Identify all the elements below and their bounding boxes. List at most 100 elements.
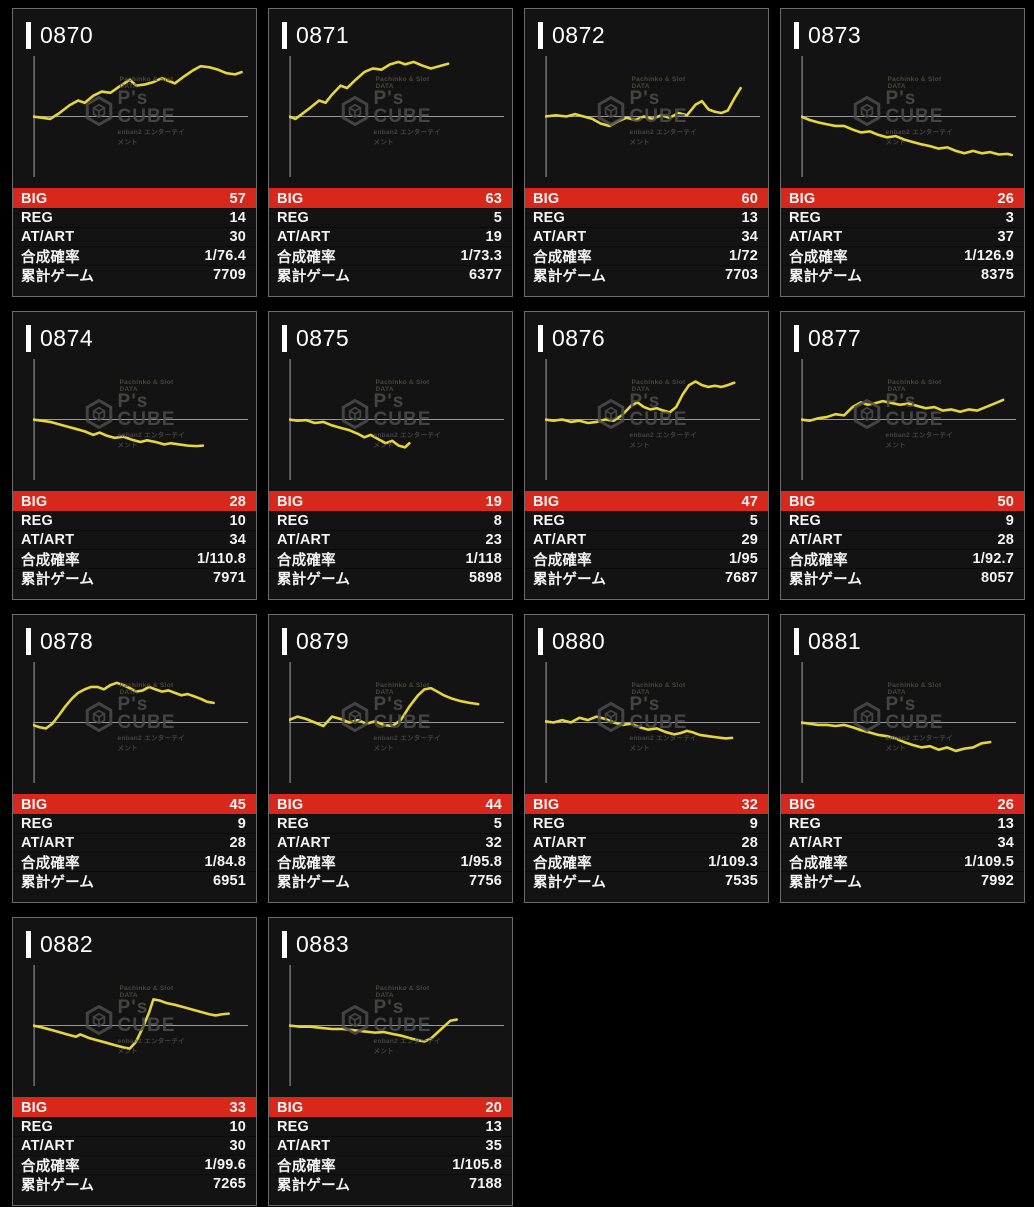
machine-card-header: 0880 bbox=[525, 615, 768, 655]
stat-row-combined-rate: 合成確率 1/109.5 bbox=[781, 852, 1024, 872]
slump-line bbox=[545, 88, 741, 126]
machine-card-header: 0871 bbox=[269, 9, 512, 49]
at-art-label: AT/ART bbox=[533, 532, 587, 548]
total-games-value: 8057 bbox=[980, 570, 1014, 586]
machine-stats: BIG 57 REG 14 AT/ART 30 合成確率 1/76.4 累計ゲー… bbox=[13, 188, 256, 285]
stat-row-at-art: AT/ART 19 bbox=[269, 227, 512, 246]
machine-card[interactable]: 0875 Pachinko & Slot DATA P's CUBE enban… bbox=[268, 311, 513, 600]
slump-line bbox=[289, 688, 478, 726]
at-art-label: AT/ART bbox=[533, 835, 587, 851]
reg-label: REG bbox=[789, 513, 822, 529]
stat-row-big: BIG 47 bbox=[525, 491, 768, 511]
stat-row-combined-rate: 合成確率 1/84.8 bbox=[13, 852, 256, 872]
big-label: BIG bbox=[277, 493, 304, 510]
machine-stats: BIG 28 REG 10 AT/ART 34 合成確率 1/110.8 累計ゲ… bbox=[13, 491, 256, 588]
header-accent-bar bbox=[26, 324, 31, 352]
combined-rate-label: 合成確率 bbox=[789, 552, 848, 569]
machine-card[interactable]: 0883 Pachinko & Slot DATA P's CUBE enban… bbox=[268, 917, 513, 1206]
slump-graph-svg bbox=[289, 662, 504, 783]
slump-line bbox=[545, 717, 732, 739]
machine-stats: BIG 63 REG 5 AT/ART 19 合成確率 1/73.3 累計ゲーム… bbox=[269, 188, 512, 285]
total-games-label: 累計ゲーム bbox=[533, 268, 607, 285]
machine-card[interactable]: 0873 Pachinko & Slot DATA P's CUBE enban… bbox=[780, 8, 1025, 297]
reg-count: 13 bbox=[997, 816, 1014, 832]
stat-row-reg: REG 9 bbox=[525, 814, 768, 833]
header-accent-bar bbox=[26, 627, 31, 655]
at-art-label: AT/ART bbox=[789, 835, 843, 851]
at-art-label: AT/ART bbox=[21, 532, 75, 548]
stat-row-total-games: 累計ゲーム 7992 bbox=[781, 871, 1024, 891]
stat-row-combined-rate: 合成確率 1/99.6 bbox=[13, 1155, 256, 1175]
total-games-label: 累計ゲーム bbox=[21, 571, 95, 588]
reg-count: 14 bbox=[229, 210, 246, 226]
big-label: BIG bbox=[21, 493, 48, 510]
machine-card-header: 0875 bbox=[269, 312, 512, 352]
slump-graph: Pachinko & Slot DATA P's CUBE enban2 エンタ… bbox=[545, 56, 760, 177]
slump-graph: Pachinko & Slot DATA P's CUBE enban2 エンタ… bbox=[289, 965, 504, 1086]
at-art-count: 34 bbox=[997, 835, 1014, 851]
big-count: 32 bbox=[741, 796, 758, 813]
big-label: BIG bbox=[533, 190, 560, 207]
header-accent-bar bbox=[282, 324, 287, 352]
slump-graph: Pachinko & Slot DATA P's CUBE enban2 エンタ… bbox=[33, 965, 248, 1086]
stat-row-big: BIG 63 bbox=[269, 188, 512, 208]
at-art-count: 28 bbox=[229, 835, 246, 851]
big-count: 60 bbox=[741, 190, 758, 207]
at-art-count: 23 bbox=[485, 532, 502, 548]
slump-line bbox=[289, 62, 448, 119]
slump-graph-svg bbox=[545, 662, 760, 783]
combined-rate-label: 合成確率 bbox=[21, 552, 80, 569]
stat-row-reg: REG 13 bbox=[269, 1117, 512, 1136]
combined-rate-value: 1/95 bbox=[728, 551, 758, 567]
machine-card[interactable]: 0874 Pachinko & Slot DATA P's CUBE enban… bbox=[12, 311, 257, 600]
big-count: 19 bbox=[485, 493, 502, 510]
big-label: BIG bbox=[533, 493, 560, 510]
big-count: 26 bbox=[997, 796, 1014, 813]
machine-card-header: 0883 bbox=[269, 918, 512, 958]
combined-rate-label: 合成確率 bbox=[277, 249, 336, 266]
machine-stats: BIG 26 REG 3 AT/ART 37 合成確率 1/126.9 累計ゲー… bbox=[781, 188, 1024, 285]
combined-rate-label: 合成確率 bbox=[277, 552, 336, 569]
big-label: BIG bbox=[789, 190, 816, 207]
stat-row-combined-rate: 合成確率 1/109.3 bbox=[525, 852, 768, 872]
machine-card[interactable]: 0878 Pachinko & Slot DATA P's CUBE enban… bbox=[12, 614, 257, 903]
reg-count: 3 bbox=[1005, 210, 1014, 226]
machine-number: 0871 bbox=[296, 21, 350, 48]
reg-label: REG bbox=[277, 210, 310, 226]
machine-card[interactable]: 0877 Pachinko & Slot DATA P's CUBE enban… bbox=[780, 311, 1025, 600]
slump-line bbox=[33, 420, 203, 447]
machine-card-header: 0870 bbox=[13, 9, 256, 49]
machine-card[interactable]: 0882 Pachinko & Slot DATA P's CUBE enban… bbox=[12, 917, 257, 1206]
machine-card[interactable]: 0879 Pachinko & Slot DATA P's CUBE enban… bbox=[268, 614, 513, 903]
combined-rate-label: 合成確率 bbox=[789, 855, 848, 872]
total-games-value: 8375 bbox=[980, 267, 1014, 283]
machine-stats: BIG 32 REG 9 AT/ART 28 合成確率 1/109.3 累計ゲー… bbox=[525, 794, 768, 891]
machine-card[interactable]: 0880 Pachinko & Slot DATA P's CUBE enban… bbox=[524, 614, 769, 903]
total-games-label: 累計ゲーム bbox=[21, 268, 95, 285]
machine-card[interactable]: 0871 Pachinko & Slot DATA P's CUBE enban… bbox=[268, 8, 513, 297]
stat-row-at-art: AT/ART 29 bbox=[525, 530, 768, 549]
machine-card[interactable]: 0872 Pachinko & Slot DATA P's CUBE enban… bbox=[524, 8, 769, 297]
big-count: 50 bbox=[997, 493, 1014, 510]
header-accent-bar bbox=[538, 324, 543, 352]
reg-label: REG bbox=[533, 816, 566, 832]
machine-card[interactable]: 0876 Pachinko & Slot DATA P's CUBE enban… bbox=[524, 311, 769, 600]
machine-card[interactable]: 0870 Pachinko & Slot DATA P's CUBE enban… bbox=[12, 8, 257, 297]
big-count: 47 bbox=[741, 493, 758, 510]
big-count: 26 bbox=[997, 190, 1014, 207]
slump-graph: Pachinko & Slot DATA P's CUBE enban2 エンタ… bbox=[33, 662, 248, 783]
stat-row-at-art: AT/ART 28 bbox=[13, 833, 256, 852]
stat-row-big: BIG 32 bbox=[525, 794, 768, 814]
stat-row-big: BIG 50 bbox=[781, 491, 1024, 511]
slump-graph: Pachinko & Slot DATA P's CUBE enban2 エンタ… bbox=[545, 662, 760, 783]
machine-card[interactable]: 0881 Pachinko & Slot DATA P's CUBE enban… bbox=[780, 614, 1025, 903]
stat-row-combined-rate: 合成確率 1/72 bbox=[525, 246, 768, 266]
reg-label: REG bbox=[21, 513, 54, 529]
slump-line bbox=[289, 420, 409, 448]
reg-label: REG bbox=[21, 210, 54, 226]
stat-row-combined-rate: 合成確率 1/95.8 bbox=[269, 852, 512, 872]
machine-stats: BIG 45 REG 9 AT/ART 28 合成確率 1/84.8 累計ゲーム… bbox=[13, 794, 256, 891]
machine-number: 0882 bbox=[40, 930, 94, 957]
stat-row-big: BIG 60 bbox=[525, 188, 768, 208]
slump-graph-svg bbox=[289, 965, 504, 1086]
